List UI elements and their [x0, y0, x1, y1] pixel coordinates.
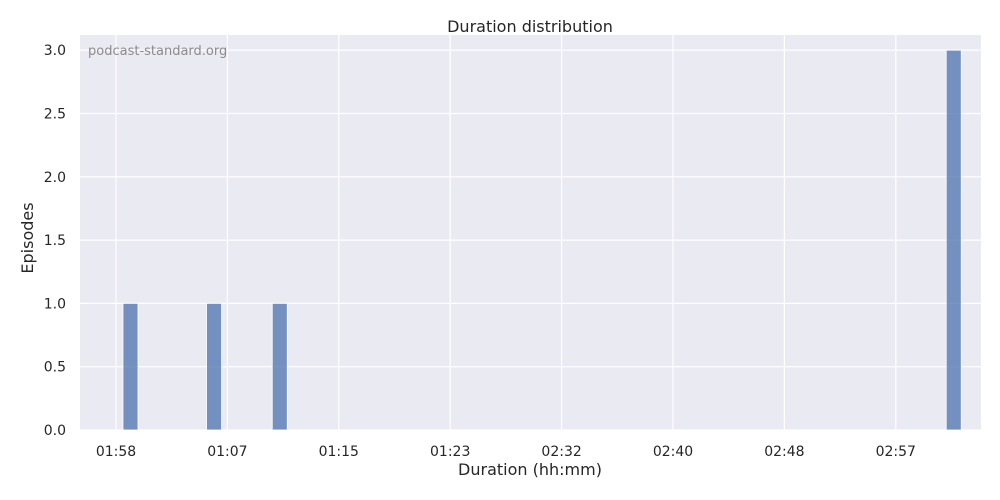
x-tick-label: 01:58 [96, 444, 136, 460]
x-tick-label: 02:57 [876, 444, 916, 460]
y-tick-label: 1.0 [44, 296, 66, 312]
watermark: podcast-standard.org [88, 44, 227, 59]
y-tick-label: 3.0 [44, 43, 66, 59]
x-tick-labels: 01:58 01:07 01:15 01:23 02:32 02:40 02:48 02:57 [96, 444, 916, 460]
histogram-bar [122, 302, 139, 431]
histogram-bar [206, 302, 222, 431]
x-axis-label: Duration (hh:mm) [458, 460, 602, 479]
chart-title: Duration distribution [447, 17, 613, 36]
histogram-bar [271, 302, 288, 431]
x-tick-label: 01:15 [319, 444, 359, 460]
x-grid [115, 35, 897, 430]
bars [122, 49, 962, 431]
y-grid [80, 49, 981, 431]
y-tick-label: 0.0 [44, 423, 66, 439]
histogram-bar [945, 49, 962, 431]
y-tick-label: 1.5 [44, 233, 66, 249]
y-tick-label: 0.5 [44, 360, 66, 376]
x-tick-label: 01:07 [207, 444, 247, 460]
plot-area [80, 35, 981, 430]
x-tick-label: 02:32 [541, 444, 581, 460]
x-tick-label: 01:23 [430, 444, 470, 460]
x-tick-label: 02:48 [764, 444, 804, 460]
y-axis-label: Episodes [18, 202, 37, 273]
y-tick-label: 2.5 [44, 106, 66, 122]
y-tick-labels: 0.0 0.5 1.0 1.5 2.0 2.5 3.0 [44, 43, 66, 439]
y-tick-label: 2.0 [44, 170, 66, 186]
x-tick-label: 02:40 [653, 444, 693, 460]
